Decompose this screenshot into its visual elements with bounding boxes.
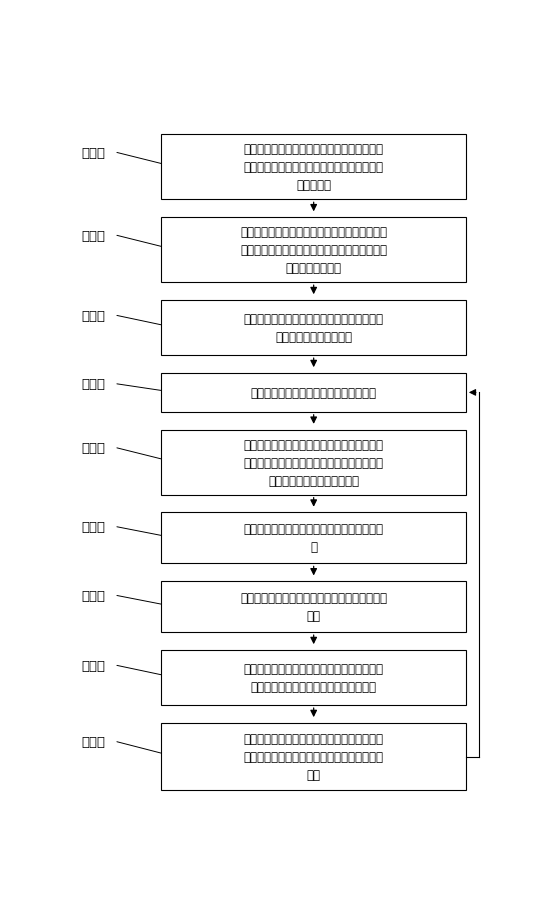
Text: 步骤八: 步骤八 bbox=[81, 659, 105, 672]
Text: 根据采集的图像查找质量不合格的植球键合凸
点: 根据采集的图像查找质量不合格的植球键合凸 点 bbox=[244, 523, 384, 554]
Text: 步骤四: 步骤四 bbox=[81, 378, 105, 391]
Text: 步骤六: 步骤六 bbox=[81, 521, 105, 534]
Text: 根据采集的图像信息计算得到待键合芯片的所有
待键合焊盘中心的位置，同时存储所有待键合焊
盘中心的位置信息: 根据采集的图像信息计算得到待键合芯片的所有 待键合焊盘中心的位置，同时存储所有待… bbox=[240, 226, 387, 275]
Bar bbox=[162, 301, 466, 356]
Bar bbox=[162, 218, 466, 283]
Text: 由芯片夹持机构将待键合芯片运送到图像采集
装置的视觉系统工作区域，山图像采集装置采
集图像信息: 由芯片夹持机构将待键合芯片运送到图像采集 装置的视觉系统工作区域，山图像采集装置… bbox=[244, 143, 384, 192]
Text: 根据凸点吸除路径对每一个不合格植球键合凸
点进行吸除，再将凸点吸除路径作为植球键合
路径: 根据凸点吸除路径对每一个不合格植球键合凸 点进行吸除，再将凸点吸除路径作为植球键… bbox=[244, 732, 384, 781]
Text: 将步骤四中完成植球键合的芯片移动到图像采
集装置的视觉系统工作区域，进行芯片上所有
焊盘的植球键合凸点图像采集: 将步骤四中完成植球键合的芯片移动到图像采 集装置的视觉系统工作区域，进行芯片上所… bbox=[244, 438, 384, 487]
Bar bbox=[162, 373, 466, 413]
Text: 根据所有不合格植球键合凸点的焊盘中心的位
置信息，山预置的程序规划凸点吸除路径: 根据所有不合格植球键合凸点的焊盘中心的位 置信息，山预置的程序规划凸点吸除路径 bbox=[244, 663, 384, 693]
Text: 根据植球键合路径对每一个焊盘进行键合: 根据植球键合路径对每一个焊盘进行键合 bbox=[251, 387, 377, 400]
Bar bbox=[162, 430, 466, 495]
Bar bbox=[162, 135, 466, 200]
Bar bbox=[162, 723, 466, 790]
Bar bbox=[162, 651, 466, 706]
Text: 记录所有不合格植球键合凸点的焊盘中心的位置
信息: 记录所有不合格植球键合凸点的焊盘中心的位置 信息 bbox=[240, 592, 387, 622]
Text: 步骤三: 步骤三 bbox=[81, 310, 105, 323]
Text: 步骤二: 步骤二 bbox=[81, 230, 105, 243]
Text: 步骤五: 步骤五 bbox=[81, 442, 105, 455]
Text: 步骤七: 步骤七 bbox=[81, 589, 105, 602]
Bar bbox=[162, 582, 466, 632]
Text: 根据所有待键合焊盘中心的位置信息，山预置
的程序规划植球键合路径: 根据所有待键合焊盘中心的位置信息，山预置 的程序规划植球键合路径 bbox=[244, 312, 384, 344]
Bar bbox=[162, 513, 466, 564]
Text: 步骤一: 步骤一 bbox=[81, 147, 105, 160]
Text: 步骤九: 步骤九 bbox=[81, 735, 105, 748]
